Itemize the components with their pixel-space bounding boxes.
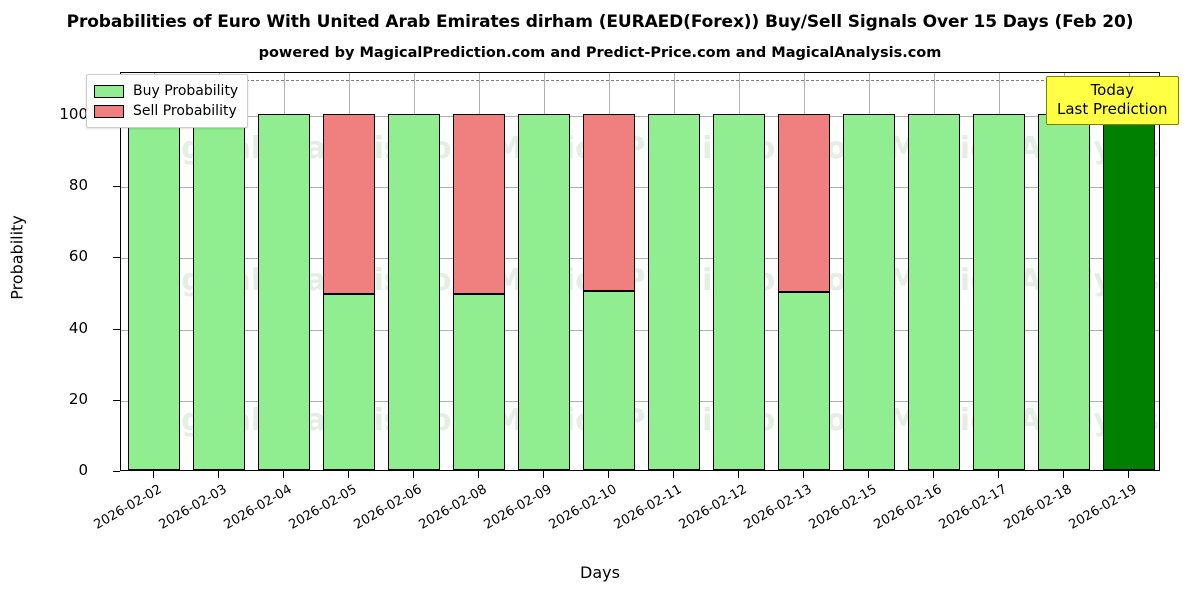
x-tick-mark — [802, 471, 804, 478]
bar-segment-buy — [1037, 113, 1090, 470]
bar-2026-02-13[interactable] — [777, 73, 830, 470]
bar-2026-02-05[interactable] — [322, 73, 375, 470]
y-tick-mark — [113, 471, 120, 472]
x-tick-mark — [347, 471, 349, 478]
x-axis-label: Days — [580, 563, 620, 582]
bar-2026-02-12[interactable] — [712, 73, 765, 470]
bar-segment-buy — [517, 113, 570, 470]
legend-item-sell: Sell Probability — [94, 101, 238, 121]
y-tick-label: 80 — [68, 176, 88, 194]
y-tick-mark — [113, 257, 120, 259]
bar-2026-02-08[interactable] — [452, 73, 505, 470]
today-label-line2: Last Prediction — [1057, 100, 1168, 118]
bar-2026-02-18[interactable] — [1037, 73, 1090, 470]
legend-swatch-sell — [94, 104, 124, 118]
chart-legend: Buy Probability Sell Probability — [86, 74, 249, 128]
x-tick-mark — [997, 471, 999, 478]
reference-line — [121, 80, 1159, 82]
legend-item-buy: Buy Probability — [94, 81, 238, 101]
bar-segment-buy — [842, 113, 895, 470]
plot-area: MagicalAnalysis.com MagicalPrediction.co… — [120, 72, 1160, 471]
bar-segment-today — [1102, 113, 1155, 470]
legend-label-buy: Buy Probability — [133, 83, 239, 99]
x-tick-mark — [217, 471, 219, 478]
x-tick-mark — [152, 471, 154, 478]
chart-title: Probabilities of Euro With United Arab E… — [66, 12, 1134, 32]
bar-segment-buy — [582, 290, 635, 470]
bar-segment-buy — [452, 293, 505, 470]
x-tick-mark — [1127, 471, 1129, 478]
bar-2026-02-11[interactable] — [647, 73, 700, 470]
bar-segment-buy — [972, 113, 1025, 470]
bar-2026-02-03[interactable] — [192, 73, 245, 470]
x-tick-mark — [607, 471, 609, 478]
x-tick-mark — [867, 471, 869, 478]
y-tick-label: 60 — [68, 247, 88, 266]
bar-segment-sell — [582, 113, 635, 291]
gridline-horizontal — [121, 329, 1159, 331]
x-tick-mark — [672, 471, 674, 478]
x-tick-mark — [542, 471, 544, 478]
bar-segment-sell — [777, 113, 830, 292]
y-tick-label: 40 — [68, 318, 88, 337]
bar-2026-02-19[interactable] — [1102, 73, 1155, 470]
bar-2026-02-09[interactable] — [517, 73, 570, 470]
x-tick-mark — [412, 471, 414, 478]
bar-segment-buy — [907, 113, 960, 470]
bar-segment-buy — [387, 113, 440, 470]
gridline-horizontal — [121, 258, 1159, 260]
x-tick-mark — [477, 471, 479, 478]
y-tick-label: 0 — [78, 461, 88, 479]
y-axis-label: Probability — [7, 215, 27, 300]
y-tick-label: 20 — [68, 389, 88, 408]
bar-segment-buy — [192, 113, 245, 470]
gridline-horizontal — [121, 115, 1159, 117]
bar-2026-02-16[interactable] — [907, 73, 960, 470]
x-tick-mark — [1062, 471, 1064, 478]
bar-2026-02-17[interactable] — [972, 73, 1025, 470]
bar-segment-buy — [322, 293, 375, 470]
bar-2026-02-02[interactable] — [127, 73, 180, 470]
bar-segment-sell — [322, 113, 375, 294]
gridline-horizontal — [121, 400, 1159, 402]
y-tick-label: 100 — [59, 104, 88, 123]
bar-2026-02-06[interactable] — [387, 73, 440, 470]
bar-segment-buy — [647, 113, 700, 470]
today-label-line1: Today — [1090, 81, 1134, 99]
today-annotation: Today Last Prediction — [1046, 76, 1179, 125]
y-tick-mark — [113, 186, 120, 187]
bar-segment-buy — [127, 113, 180, 470]
x-tick-mark — [737, 471, 739, 478]
gridline-horizontal — [121, 187, 1159, 188]
x-tick-mark — [282, 471, 284, 478]
bar-2026-02-10[interactable] — [582, 73, 635, 470]
y-tick-mark — [113, 328, 120, 330]
bar-2026-02-04[interactable] — [257, 73, 310, 470]
bar-2026-02-15[interactable] — [842, 73, 895, 470]
x-tick-mark — [932, 471, 934, 478]
bar-segment-buy — [777, 291, 830, 470]
chart-subtitle: powered by MagicalPrediction.com and Pre… — [258, 45, 942, 61]
legend-label-sell: Sell Probability — [133, 103, 237, 119]
y-tick-mark — [113, 399, 120, 401]
legend-swatch-buy — [94, 84, 124, 98]
bar-segment-buy — [257, 113, 310, 470]
bar-segment-buy — [712, 113, 765, 470]
bar-segment-sell — [452, 113, 505, 294]
